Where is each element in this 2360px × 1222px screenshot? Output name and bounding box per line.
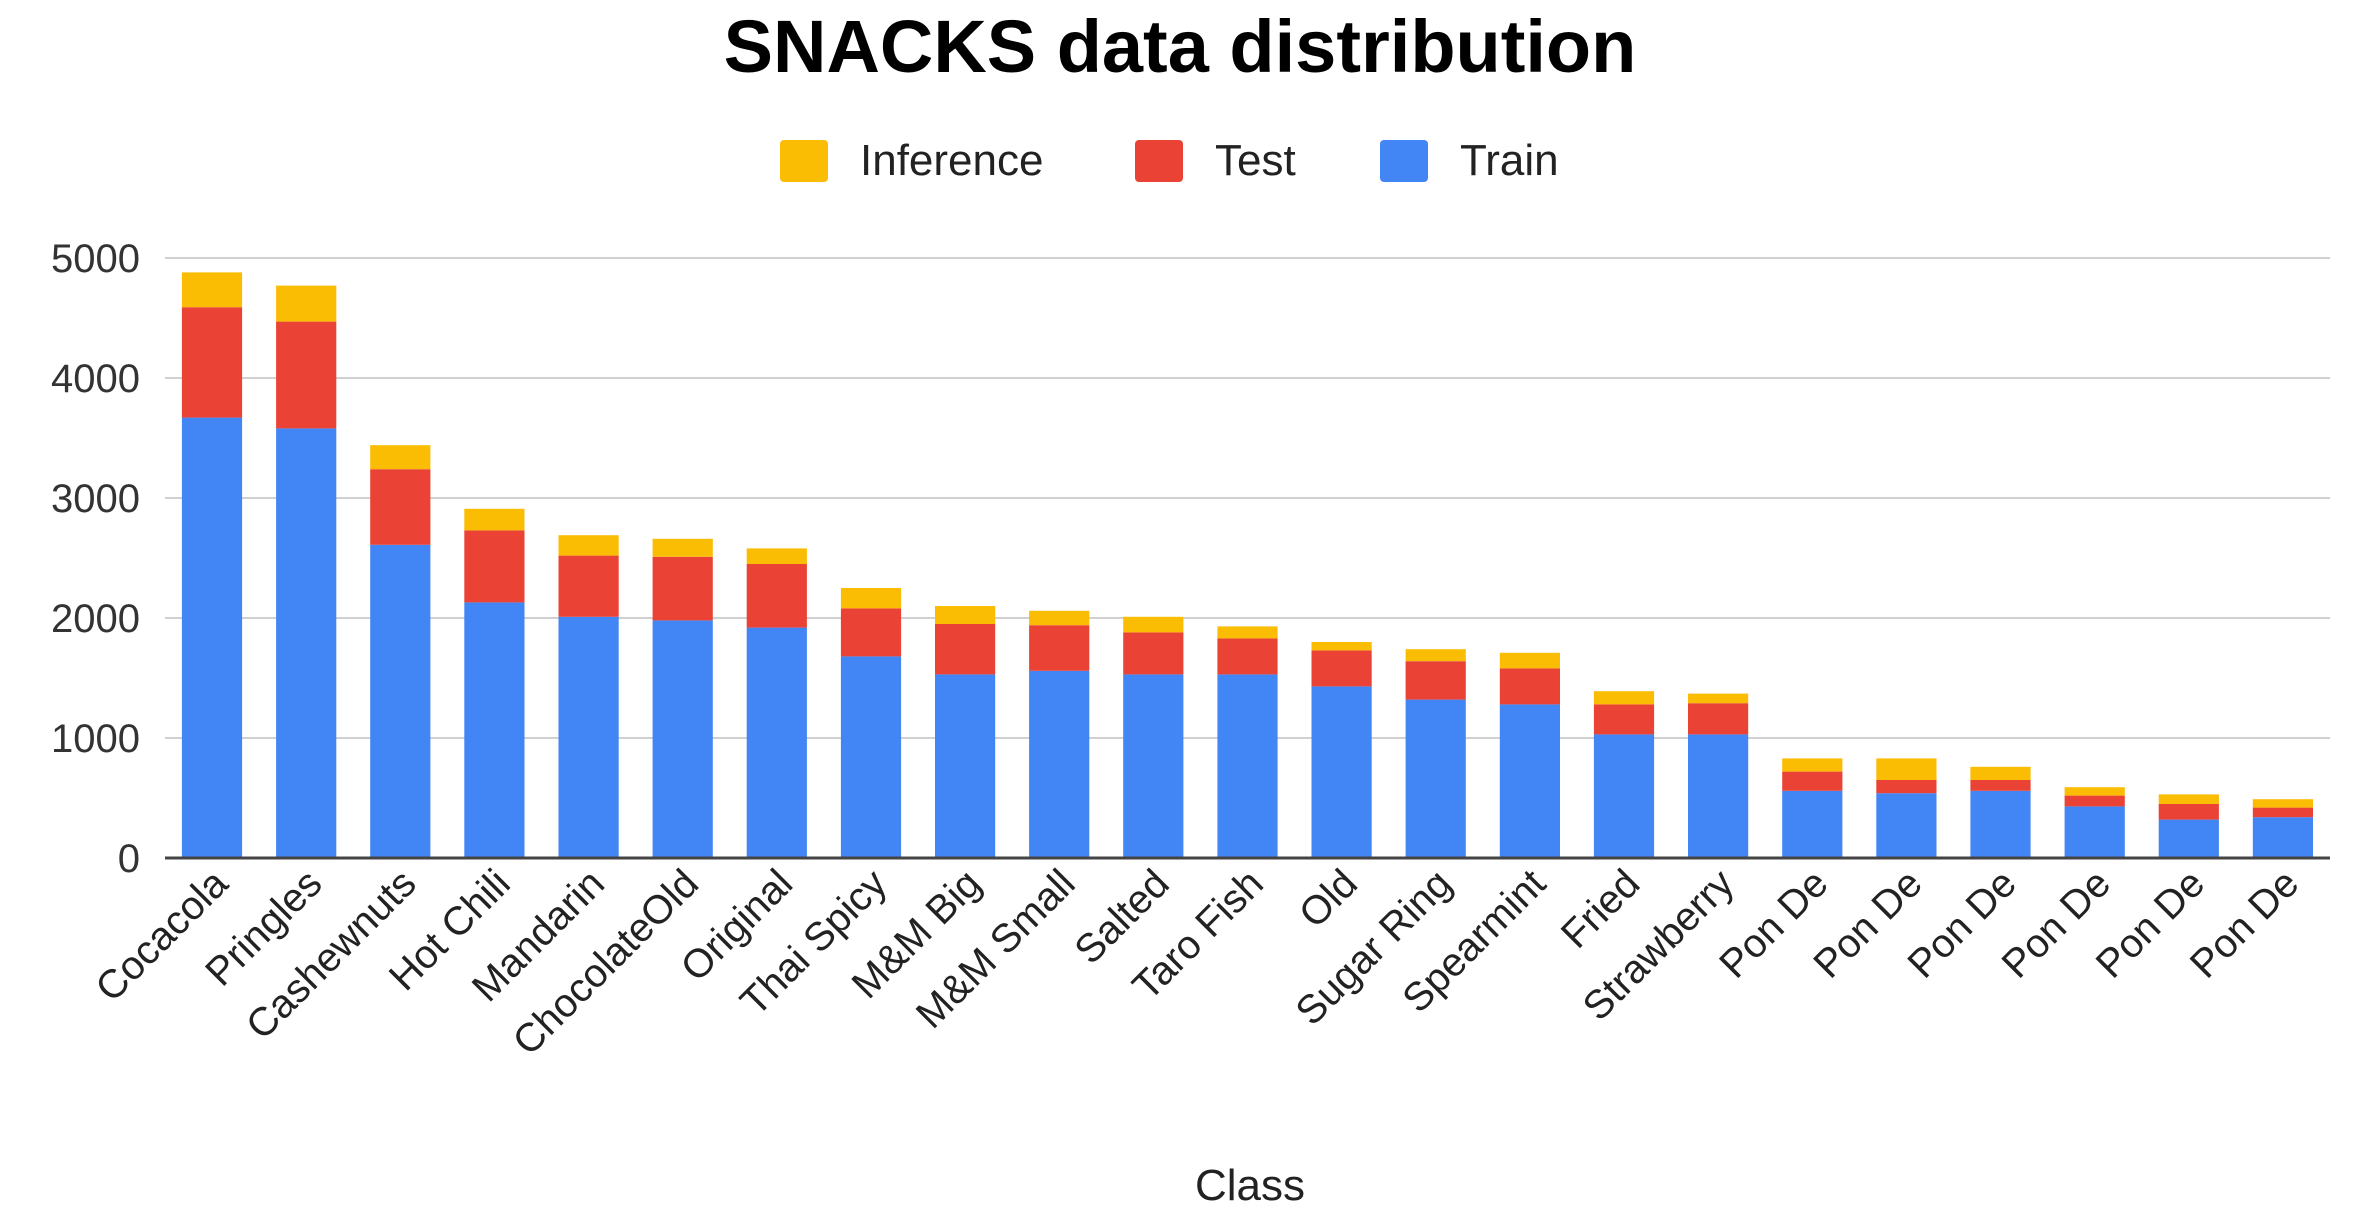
x-axis-title: Class: [1195, 1161, 1305, 1210]
bar-test-2: [370, 469, 431, 545]
bar-inference-10: [1123, 616, 1184, 633]
y-tick-label: 4000: [51, 357, 140, 401]
bar-test-13: [1405, 661, 1466, 700]
bar-train-6: [746, 627, 807, 858]
bar-inference-18: [1876, 758, 1937, 780]
bar-test-17: [1782, 771, 1843, 791]
bars: [181, 272, 2313, 858]
bar-inference-6: [746, 548, 807, 564]
bar-inference-2: [370, 445, 431, 470]
bar-test-1: [276, 321, 337, 429]
bar-train-13: [1405, 699, 1466, 858]
bar-inference-5: [652, 538, 713, 557]
chart-title: SNACKS data distribution: [724, 5, 1637, 88]
bar-train-20: [2064, 806, 2125, 858]
bar-train-14: [1499, 704, 1560, 858]
y-tick-label: 3000: [51, 477, 140, 521]
bar-inference-22: [2252, 799, 2313, 808]
y-tick-label: 1000: [51, 717, 140, 761]
bar-inference-0: [181, 272, 243, 308]
bar-inference-14: [1499, 652, 1560, 669]
bar-train-16: [1688, 734, 1749, 858]
bar-train-11: [1217, 674, 1278, 858]
bar-inference-8: [935, 606, 996, 624]
bar-test-0: [181, 307, 243, 418]
bar-inference-15: [1593, 691, 1655, 705]
bar-train-7: [840, 656, 902, 858]
bar-inference-12: [1311, 642, 1372, 651]
legend-swatch-inference: [780, 140, 828, 182]
bar-inference-11: [1217, 626, 1278, 639]
bar-test-11: [1217, 638, 1278, 675]
bar-test-12: [1311, 650, 1372, 687]
bar-train-2: [370, 544, 431, 858]
bar-test-5: [652, 556, 713, 621]
bar-inference-3: [464, 508, 525, 531]
bar-train-17: [1782, 790, 1843, 858]
x-tick-label: Cocacola: [87, 861, 237, 1011]
bar-inference-19: [1970, 766, 2031, 780]
bar-test-21: [2158, 804, 2219, 820]
bar-train-15: [1593, 734, 1655, 858]
bar-inference-16: [1688, 693, 1749, 704]
bar-inference-4: [558, 535, 619, 556]
bar-test-14: [1499, 668, 1560, 705]
bar-inference-17: [1782, 758, 1843, 772]
bar-inference-9: [1029, 610, 1090, 626]
bar-train-8: [935, 674, 996, 858]
bar-test-9: [1029, 625, 1090, 671]
legend-swatch-train: [1380, 140, 1428, 182]
bar-train-3: [464, 602, 525, 858]
bar-inference-20: [2064, 787, 2125, 796]
legend-label-train: Train: [1460, 136, 1559, 185]
bar-test-15: [1593, 704, 1655, 735]
bar-inference-21: [2158, 794, 2219, 804]
bar-test-4: [558, 555, 619, 617]
bar-test-18: [1876, 780, 1937, 794]
bar-train-4: [558, 616, 619, 858]
bar-train-0: [181, 417, 243, 858]
bar-test-19: [1970, 780, 2031, 791]
bar-test-8: [935, 624, 996, 675]
legend-label-test: Test: [1215, 136, 1296, 185]
bar-train-19: [1970, 790, 2031, 858]
bar-inference-1: [276, 285, 337, 322]
bar-train-18: [1876, 793, 1937, 858]
bar-train-9: [1029, 670, 1090, 858]
bar-test-22: [2252, 807, 2313, 818]
legend-swatch-test: [1135, 140, 1183, 182]
y-tick-label: 5000: [51, 237, 140, 281]
y-axis-ticks: 0 1000 2000 3000 4000 5000: [51, 237, 140, 881]
bar-inference-13: [1405, 649, 1466, 662]
bar-train-10: [1123, 674, 1184, 858]
bar-train-5: [652, 620, 713, 858]
bar-test-16: [1688, 703, 1749, 735]
legend: Inference Test Train: [780, 136, 1559, 185]
bar-test-3: [464, 530, 525, 603]
y-tick-label: 2000: [51, 597, 140, 641]
bar-train-21: [2158, 819, 2219, 858]
legend-label-inference: Inference: [860, 136, 1043, 185]
bar-train-1: [276, 428, 337, 858]
gridlines: [165, 257, 2330, 739]
bar-test-6: [746, 564, 807, 628]
bar-inference-7: [840, 588, 902, 609]
bar-test-10: [1123, 632, 1184, 675]
x-tick-label: Old: [1291, 861, 1366, 936]
bar-train-12: [1311, 686, 1372, 858]
y-tick-label: 0: [118, 837, 140, 881]
bar-test-20: [2064, 795, 2125, 807]
bar-train-22: [2252, 817, 2313, 858]
bar-test-7: [840, 608, 902, 657]
